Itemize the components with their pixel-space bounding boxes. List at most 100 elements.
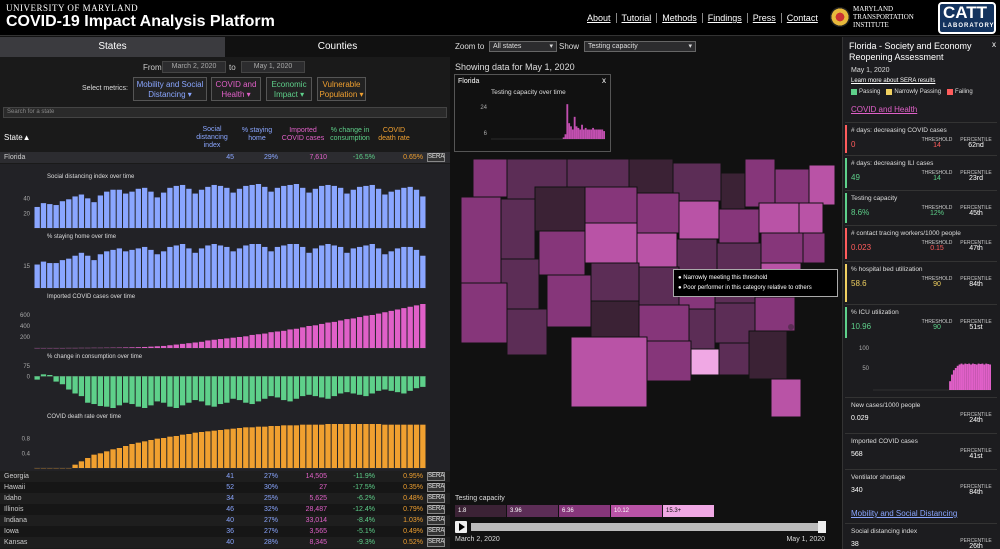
table-row[interactable]: Hawaii 52 30% 27 -17.5% 0.35% SERA (0, 482, 450, 493)
mini-chart-bar (135, 347, 141, 348)
mini-chart-bar (413, 305, 420, 348)
nav-methods[interactable]: Methods (657, 13, 703, 23)
popup-bar (582, 129, 585, 139)
mini-chart-bar (205, 340, 211, 348)
state-popup: Florida x Testing capacity over time 24 6 (454, 74, 611, 152)
mini-chart-bar (230, 376, 236, 399)
popup-bar (573, 116, 576, 139)
sera-button[interactable]: SERA (427, 153, 445, 162)
icu-chart: 100 50 (859, 346, 991, 391)
sera-button[interactable]: SERA (427, 516, 445, 525)
icu-bar (973, 364, 976, 390)
status-bar (845, 125, 847, 153)
mini-chart-bar (420, 304, 426, 348)
mini-chart-bar (363, 185, 369, 228)
mini-chart-bar (312, 325, 319, 348)
play-button[interactable] (455, 521, 467, 533)
icu-bar (952, 370, 955, 390)
table-row[interactable]: Georgia 41 27% 14,505 -11.9% 0.95% SERA (0, 471, 450, 482)
sera-button[interactable]: SERA (427, 483, 445, 492)
sera-button[interactable]: SERA (427, 527, 445, 536)
state-search-input[interactable]: Search for a state (3, 107, 447, 118)
map-state (636, 192, 680, 234)
mini-chart-bar (306, 192, 312, 228)
mini-chart-bar (356, 246, 363, 288)
mini-chart-bar (78, 376, 85, 397)
mini-chart-bar (173, 185, 179, 228)
tab-states[interactable]: States (0, 37, 225, 57)
section-covid-health[interactable]: COVID and Health (851, 105, 918, 114)
table-row[interactable]: Illinois 46 32% 28,487 -12.4% 0.79% SERA (0, 504, 450, 515)
card-value: 568 (851, 451, 863, 458)
mini-chart-title: % change in consumption over time (47, 354, 143, 360)
from-date-input[interactable]: March 2, 2020 (162, 61, 226, 73)
metric-mobility-label: Mobility and Social Distancing (136, 80, 204, 99)
metric-economic-button[interactable]: Economic Impact ▾ (266, 77, 312, 101)
mini-chart-tick: 40 (23, 197, 30, 203)
map-state (774, 168, 810, 204)
table-row[interactable]: Indiana 40 27% 33,014 -8.4% 1.03% SERA (0, 515, 450, 526)
sera-button[interactable]: SERA (427, 538, 445, 547)
sera-button[interactable]: SERA (427, 494, 445, 503)
table-row[interactable]: Kansas 40 28% 8,345 -9.3% 0.52% SERA (0, 537, 450, 548)
mini-chart-bar (59, 376, 66, 385)
metric-vulnerable-button[interactable]: Vulnerable Population ▾ (317, 77, 366, 101)
col-death-rate[interactable]: COVID death rate (378, 127, 410, 142)
mini-chart-bar (331, 321, 337, 348)
icu-tick: 50 (862, 366, 869, 372)
to-date-input[interactable]: May 1, 2020 (241, 61, 305, 73)
learn-more-link[interactable]: Learn more about SERA results (851, 78, 936, 84)
nav-findings[interactable]: Findings (703, 13, 748, 23)
legend-bin-2: 3.96 (507, 505, 559, 517)
col-state[interactable]: State▲ (4, 133, 31, 142)
mini-chart-bar (350, 189, 356, 228)
mini-chart-bar (192, 376, 198, 401)
mini-chart-bar (148, 249, 154, 288)
sera-card: # contact tracing workers/1000 people 0.0… (845, 225, 997, 261)
catt-logo[interactable]: CATT LABORATORY (938, 2, 996, 34)
icu-bar (989, 364, 991, 390)
mini-chart-bar (337, 246, 344, 288)
time-slider-handle[interactable] (818, 521, 826, 533)
nav-tutorial[interactable]: Tutorial (617, 13, 658, 23)
col-imported[interactable]: Imported COVID cases (281, 127, 325, 142)
map-state (584, 222, 638, 264)
mini-chart-bar (300, 327, 306, 348)
university-wordmark[interactable]: UNIVERSITY OF MARYLAND (6, 3, 139, 13)
row-sdi: 40 (226, 517, 234, 524)
popup-bar (570, 126, 572, 139)
mini-chart-bar (262, 333, 268, 348)
col-consumption[interactable]: % change in consumption (330, 127, 370, 142)
table-row-selected[interactable]: Florida 45 29% 7,610 -16.5% 0.65% SERA (0, 152, 450, 163)
map-state (688, 308, 716, 350)
table-row[interactable]: Iowa 36 27% 3,565 -5.1% 0.49% SERA (0, 526, 450, 537)
close-icon[interactable]: x (992, 40, 996, 49)
section-mobility[interactable]: Mobility and Social Distancing (851, 509, 958, 518)
mini-chart-bar (72, 255, 78, 288)
us-map[interactable] (451, 157, 841, 417)
close-icon[interactable]: x (602, 76, 606, 85)
tab-counties[interactable]: Counties (225, 37, 450, 57)
table-row[interactable]: Idaho 34 25% 5,625 -6.2% 0.48% SERA (0, 493, 450, 504)
mini-chart-bar (293, 184, 300, 228)
nav-press[interactable]: Press (748, 13, 782, 23)
nav-contact[interactable]: Contact (786, 13, 818, 23)
metric-health-button[interactable]: COVID and Health ▾ (211, 77, 261, 101)
row-imp: 3,565 (309, 528, 327, 535)
nav-about[interactable]: About (582, 13, 617, 23)
col-sdi[interactable]: Social distancing index (196, 126, 228, 149)
metric-mobility-button[interactable]: Mobility and Social Distancing ▾ (133, 77, 207, 101)
row-sdi: 46 (226, 506, 234, 513)
show-select[interactable]: Testing capacity ▾ (584, 41, 696, 52)
data-panel: States Counties From March 2, 2020 to Ma… (0, 37, 450, 549)
mini-chart-bar (224, 429, 230, 468)
mini-chart-bar (388, 310, 394, 348)
col-stay[interactable]: % staying home (241, 127, 273, 142)
zoom-select[interactable]: All states ▾ (489, 41, 557, 52)
card-value: 340 (851, 487, 863, 494)
mti-logo[interactable]: MARYLAND TRANSPORTATION INSTITUTE (830, 5, 914, 29)
mini-chart-bar (356, 424, 363, 468)
sera-button[interactable]: SERA (427, 472, 445, 481)
sera-button[interactable]: SERA (427, 505, 445, 514)
time-slider[interactable] (471, 523, 823, 531)
